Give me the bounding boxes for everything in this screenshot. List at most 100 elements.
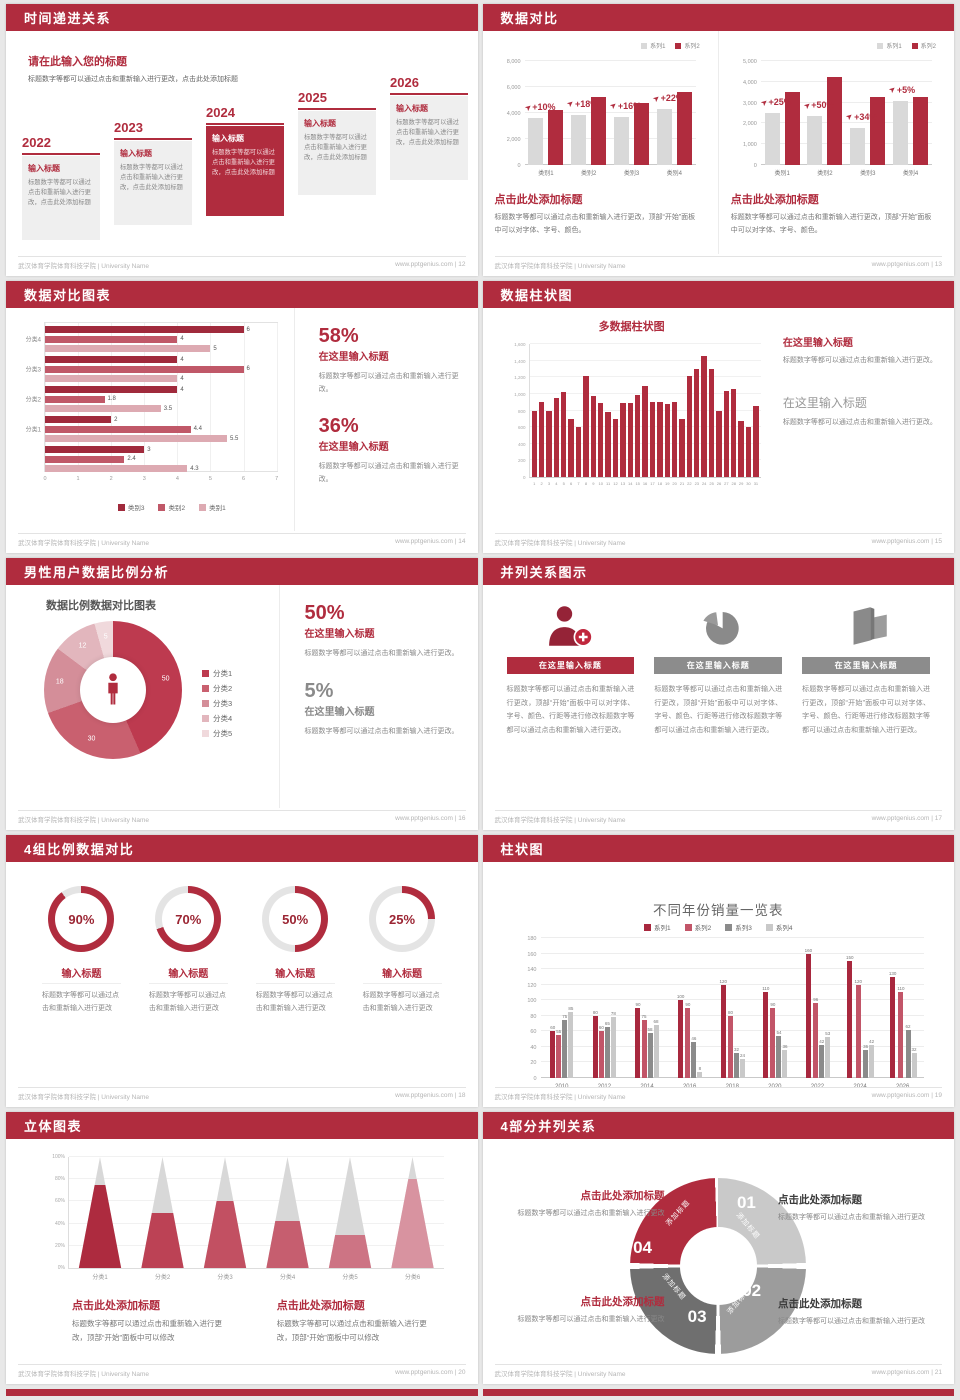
timeline-item-2024-highlighted: 2024 输入标题 标题数字等都可以通过点击和重新输入进行更改，点击此处添加标题 bbox=[206, 105, 284, 216]
divider bbox=[255, 983, 335, 984]
donut-center bbox=[79, 656, 147, 724]
block-heading: 在这里输入标题 bbox=[782, 395, 867, 410]
panel-body: 标题数字等都可以通过点击和重新输入进行更改，顶部“开始”面板中可以对字体、字号、… bbox=[494, 214, 696, 234]
donut-column: 数据比例数据对比图表 50 30 18 12 5 分类1 分类2 分类3 分类4 分类5 bbox=[6, 585, 279, 808]
text-column: 在这里输入标题 标题数字等都可以通过点击和重新输入进行更改。 在这里输入标题 标… bbox=[775, 308, 954, 531]
slide-content: 0% 20% 40% 60% 80% 100% 分类1 分类2 分类3 分类4 分类5 分类6 点击此… bbox=[6, 1139, 478, 1362]
ring-title: 输入标题 bbox=[168, 969, 209, 980]
slide-footer: 武汉体育学院体育科技学院 | University Name www.pptge… bbox=[494, 810, 942, 826]
parallel-column-3: 在这里输入标题 标题数字等都可以通过点击和重新输入进行更改，顶部“开始”面板中可… bbox=[802, 595, 930, 808]
comparison-panel-left: 系列1 系列2 0 2,000 4,000 6,000 8,000 ➤ +10% 类别1 ➤ +18… bbox=[483, 31, 718, 254]
slide-footer: 武汉体育学院体育科技学院 | University Name www.pptge… bbox=[18, 256, 466, 272]
stat-percent: 5% bbox=[304, 679, 334, 702]
slide-title-bar: 男性用户数据比例分析 bbox=[6, 558, 478, 585]
slide-title: 数据柱状图 bbox=[500, 288, 574, 303]
block-body: 标题数字等都可以通过点击和重新输入进行更改 bbox=[778, 1318, 925, 1325]
slide-title: 数据对比 bbox=[500, 11, 559, 26]
slide-title: 并列关系图示 bbox=[500, 565, 588, 580]
slide-title-bar: 并列关系图示 bbox=[482, 558, 954, 585]
timeline-item-body: 标题数字等都可以通过点击和重新输入进行更改，点击此处添加标题 bbox=[396, 119, 459, 147]
slide-footer: 武汉体育学院体育科技学院 | University Name www.pptge… bbox=[494, 1364, 942, 1380]
timeline-item-title: 输入标题 bbox=[120, 149, 152, 158]
slide-content: 系列1 系列2 0 2,000 4,000 6,000 8,000 ➤ +10% 类别1 ➤ +18… bbox=[483, 31, 955, 254]
stat-heading: 在这里输入标题 bbox=[318, 352, 389, 363]
text-block-bottom-left: 点击此处添加标题 标题数字等都可以通过点击和重新输入进行更改 bbox=[513, 1294, 665, 1327]
stat-heading: 在这里输入标题 bbox=[318, 442, 389, 454]
ring-item-3: 50% 输入标题 标题数字等都可以通过点击和重新输入进行更改 bbox=[255, 886, 335, 1085]
slide-content: 在这里输入标题 标题数字等都可以通过点击和重新输入进行更改，顶部“开始”面板中可… bbox=[483, 585, 955, 808]
slide-footer: 武汉体育学院体育科技学院 | University Name www.pptge… bbox=[494, 533, 942, 549]
slide-18-four-ratio-comparison[interactable]: 4组比例数据对比 90% 输入标题 标题数字等都可以通过点击和重新输入进行更改 … bbox=[6, 835, 478, 1107]
ring-title: 输入标题 bbox=[61, 969, 102, 980]
progress-ring: 25% bbox=[369, 886, 436, 952]
chart-legend: 类别3 类别2 类别1 bbox=[56, 502, 288, 512]
ring-body: 标题数字等都可以通过点击和重新输入进行更改 bbox=[255, 992, 333, 1012]
stats-column: 58% 在这里输入标题 标题数字等都可以通过点击和重新输入进行更改。 36% 在… bbox=[293, 308, 478, 531]
slide-17-parallel-relationship[interactable]: 并列关系图示 在这里输入标题 标题数字等都可以通过点击和重新输入进行更改，顶部“… bbox=[482, 558, 955, 830]
timeline-item-2022: 2022 输入标题 标题数字等都可以通过点击和重新输入进行更改，点击此处添加标题 bbox=[22, 135, 100, 240]
slide-13-data-comparison[interactable]: 数据对比 系列1 系列2 0 2,000 4,000 6,000 8,000 ➤ +10% 类别… bbox=[482, 4, 955, 276]
grouped-bar-chart: 0 20 40 60 80 100 120 140 160 180 60 55 75 85 2010 80 60… bbox=[511, 934, 931, 1092]
text-block-bottom-right: 点击此处添加标题 标题数字等都可以通过点击和重新输入进行更改 bbox=[778, 1296, 930, 1329]
stat-body: 标题数字等都可以通过点击和重新输入进行更改。 bbox=[318, 373, 459, 393]
block-body: 标题数字等都可以通过点击和重新输入进行更改，顶部“开始”面板中可以修改 bbox=[72, 1319, 222, 1342]
footer-site-page: www.pptgenius.com | 17 bbox=[871, 815, 942, 822]
building-icon bbox=[853, 607, 887, 645]
footer-university: 武汉体育学院体育科技学院 | University Name bbox=[18, 262, 149, 270]
divider bbox=[42, 983, 121, 984]
stat-block: 58% 在这里输入标题 标题数字等都可以通过点击和重新输入进行更改。 bbox=[319, 326, 460, 396]
footer-university: 武汉体育学院体育科技学院 | University Name bbox=[494, 1093, 626, 1101]
hbar-chart-column: 0 1 2 3 4 5 6 7 分类4 6 4 5 分类3 4 6 4 分类2 4 1.8 3.5 分类1 2 4.4 5.5… bbox=[6, 308, 294, 531]
slide-19-column-chart[interactable]: 柱状图 不同年份销量一览表 系列1 系列2 系列3 系列4 0 20 40 60 80 100 1… bbox=[482, 835, 955, 1107]
slide-footer: 武汉体育学院体育科技学院 | University Name www.pptge… bbox=[494, 1087, 942, 1103]
footer-university: 武汉体育学院体育科技学院 | University Name bbox=[494, 816, 626, 824]
timeline-item-title: 输入标题 bbox=[212, 134, 244, 143]
timeline-divider bbox=[114, 138, 192, 140]
slide-title-bar: 立体图表 bbox=[6, 1112, 478, 1139]
ring-body: 标题数字等都可以通过点击和重新输入进行更改 bbox=[148, 992, 226, 1012]
divider bbox=[148, 983, 228, 984]
intro-heading: 请在此输入您的标题 bbox=[28, 56, 127, 68]
ring-percent: 25% bbox=[376, 893, 429, 945]
timeline-year: 2024 bbox=[206, 105, 235, 120]
panel-heading: 点击此处添加标题 bbox=[494, 194, 583, 206]
timeline-divider bbox=[298, 108, 376, 110]
chart-title: 数据比例数据对比图表 bbox=[46, 600, 156, 612]
timeline-item-body: 标题数字等都可以通过点击和重新输入进行更改，点击此处添加标题 bbox=[304, 134, 367, 162]
ring-body: 标题数字等都可以通过点击和重新输入进行更改 bbox=[362, 992, 440, 1012]
slide-title-bar: 4组比例数据对比 bbox=[6, 835, 478, 862]
next-row-peek bbox=[0, 1389, 960, 1396]
timeline-item-title: 输入标题 bbox=[304, 119, 336, 128]
timeline-item-title: 输入标题 bbox=[28, 164, 60, 173]
slide-12-time-progression[interactable]: 时间递进关系 请在此输入您的标题 标题数字等都可以通过点击和重新输入进行更改，点… bbox=[6, 4, 478, 276]
text-block: 在这里输入标题 标题数字等都可以通过点击和重新输入进行更改。 bbox=[783, 334, 938, 368]
horizontal-bar-chart: 0 1 2 3 4 5 6 7 分类4 6 4 5 分类3 4 6 4 分类2 4 1.8 3.5 分类1 2 4.4 5.5… bbox=[26, 320, 282, 488]
slide-content: 0 1 2 3 4 5 6 7 分类4 6 4 5 分类3 4 6 4 分类2 4 1.8 3.5 分类1 2 4.4 5.5… bbox=[6, 308, 478, 531]
slide-content: 90% 输入标题 标题数字等都可以通过点击和重新输入进行更改 70% 输入标题 … bbox=[6, 862, 478, 1085]
slide-21-four-part-relationship[interactable]: 4部分并列关系 01 添加标题 02 添加标题 03 添加标题 04 添加标题 点击此处添加标… bbox=[482, 1112, 954, 1384]
slide-15-bar-chart[interactable]: 数据柱状图 多数据柱状图 0 200 400 600 800 1,000 1,200 1,40… bbox=[482, 281, 954, 553]
slide-16-male-user-ratio[interactable]: 男性用户数据比例分析 数据比例数据对比图表 50 30 18 12 5 分类1 分类2 分类… bbox=[6, 558, 478, 830]
column-header: 在这里输入标题 bbox=[802, 657, 930, 674]
slide-20-3d-chart[interactable]: 立体图表 0% 20% 40% 60% 80% 100% 分类1 分类2 分类3 分类4 分类5 分类… bbox=[6, 1112, 478, 1384]
footer-site-page: www.pptgenius.com | 14 bbox=[395, 538, 466, 545]
timeline-item-body: 标题数字等都可以通过点击和重新输入进行更改，点击此处添加标题 bbox=[212, 149, 275, 177]
slide-content: 数据比例数据对比图表 50 30 18 12 5 分类1 分类2 分类3 分类4 分类5 bbox=[6, 585, 478, 808]
slide-content: 不同年份销量一览表 系列1 系列2 系列3 系列4 0 20 40 60 80 100 120 14… bbox=[483, 889, 955, 1092]
timeline-divider bbox=[206, 123, 284, 125]
stat-block: 50% 在这里输入标题 标题数字等都可以通过点击和重新输入进行更改。 bbox=[304, 603, 459, 661]
timeline-item-body: 标题数字等都可以通过点击和重新输入进行更改，点击此处添加标题 bbox=[120, 164, 183, 192]
slide-footer: 武汉体育学院体育科技学院 | University Name www.pptge… bbox=[494, 256, 942, 272]
donut-center bbox=[679, 1227, 757, 1305]
grouped-bar-chart: 0 2,000 4,000 6,000 8,000 ➤ +10% 类别1 ➤ +18% 类别2 ➤ +1… bbox=[495, 57, 702, 179]
footer-university: 武汉体育学院体育科技学院 | University Name bbox=[494, 262, 626, 270]
footer-university: 武汉体育学院体育科技学院 | University Name bbox=[494, 539, 626, 547]
ring-item-4: 25% 输入标题 标题数字等都可以通过点击和重新输入进行更改 bbox=[362, 886, 442, 1085]
block-heading: 在这里输入标题 bbox=[782, 338, 853, 349]
footer-university: 武汉体育学院体育科技学院 | University Name bbox=[18, 539, 149, 547]
slide-14-comparison-chart[interactable]: 数据对比图表 0 1 2 3 4 5 6 7 分类4 6 4 5 分类3 4 6 4 分类2 4 1.8 3.5 分类1… bbox=[6, 281, 478, 553]
column-body: 标题数字等都可以通过点击和重新输入进行更改，顶部“开始”面板中可以对字体、字号、… bbox=[654, 686, 783, 734]
timeline-year: 2026 bbox=[390, 75, 419, 90]
donut-chart: 50 30 18 12 5 bbox=[44, 621, 182, 759]
